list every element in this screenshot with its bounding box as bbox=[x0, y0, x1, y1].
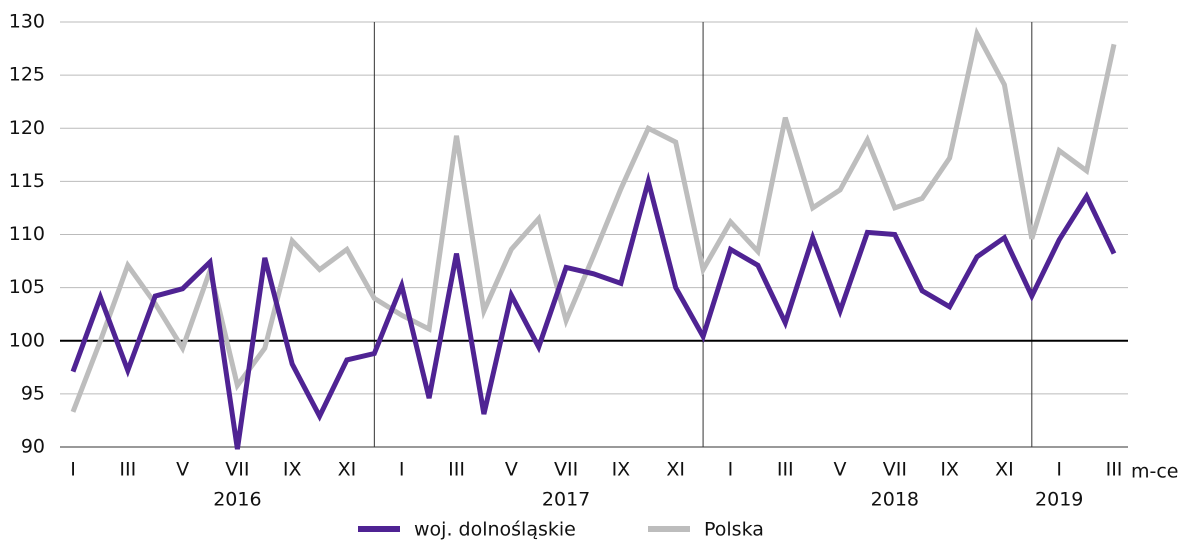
x-tick-label: IX bbox=[283, 459, 302, 481]
x-tick-label: III bbox=[448, 459, 465, 481]
x-tick-label: I bbox=[70, 459, 76, 481]
x-tick-label: III bbox=[1106, 459, 1123, 481]
x-tick-label: I bbox=[728, 459, 734, 481]
x-tick-label: VII bbox=[883, 459, 907, 481]
x-tick-label: V bbox=[505, 459, 518, 481]
x-tick-label: XI bbox=[995, 459, 1014, 481]
legend-label: woj. dolnośląskie bbox=[414, 519, 576, 541]
x-tick-label: III bbox=[777, 459, 794, 481]
series-line bbox=[70, 171, 1117, 450]
x-group-label: 2019 bbox=[1035, 489, 1083, 511]
y-tick-label: 95 bbox=[21, 382, 45, 404]
y-tick-label: 130 bbox=[9, 11, 45, 33]
x-tick-label: V bbox=[176, 459, 189, 481]
legend-label: Polska bbox=[704, 519, 764, 541]
y-tick-label: 115 bbox=[9, 170, 45, 192]
y-tick-label: 100 bbox=[9, 329, 45, 351]
x-unit-label: m-ce bbox=[1131, 461, 1179, 483]
x-group-label: 2016 bbox=[213, 489, 261, 511]
x-tick-label: VII bbox=[554, 459, 578, 481]
x-tick-label: I bbox=[399, 459, 405, 481]
x-tick-label: IX bbox=[940, 459, 959, 481]
series-line bbox=[70, 26, 1117, 413]
x-tick-label: III bbox=[119, 459, 136, 481]
x-tick-label: VII bbox=[225, 459, 249, 481]
y-tick-label: 110 bbox=[9, 223, 45, 245]
y-tick-label: 105 bbox=[9, 276, 45, 298]
y-tick-label: 90 bbox=[21, 436, 45, 458]
x-tick-label: I bbox=[1056, 459, 1062, 481]
y-tick-label: 120 bbox=[9, 117, 45, 139]
x-tick-label: XI bbox=[338, 459, 357, 481]
x-tick-label: XI bbox=[666, 459, 685, 481]
x-group-label: 2018 bbox=[871, 489, 919, 511]
x-tick-label: V bbox=[834, 459, 847, 481]
x-tick-label: IX bbox=[612, 459, 631, 481]
x-group-label: 2017 bbox=[542, 489, 590, 511]
y-tick-label: 125 bbox=[9, 64, 45, 86]
